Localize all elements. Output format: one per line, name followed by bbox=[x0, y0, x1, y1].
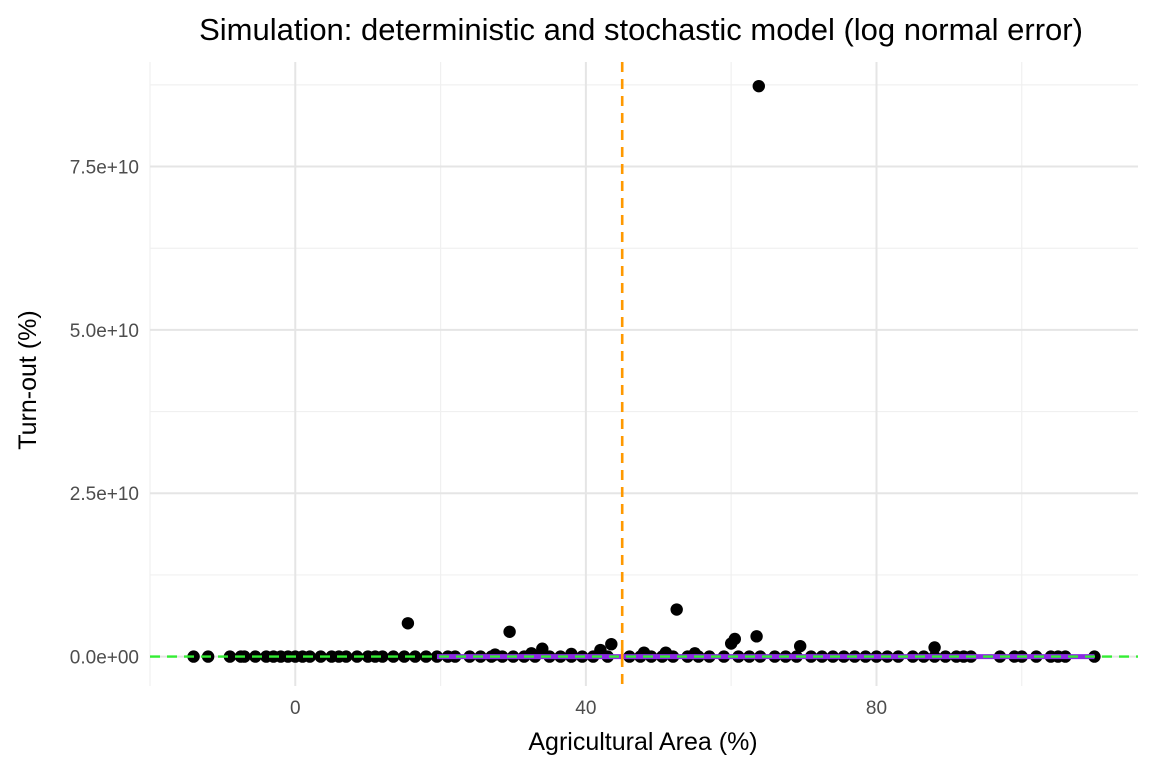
fitted-line-group bbox=[150, 648, 1138, 665]
x-tick-label: 80 bbox=[866, 698, 887, 719]
y-axis-title: Turn-out (%) bbox=[14, 310, 42, 449]
data-point bbox=[223, 650, 237, 663]
tick-labels: 0 40 80 0.0e+00 2.5e+10 5.0e+10 7.5e+10 bbox=[70, 158, 887, 719]
data-point bbox=[750, 630, 763, 643]
x-axis-title: Agricultural Area (%) bbox=[528, 728, 757, 756]
y-tick-label: 5.0e+10 bbox=[70, 321, 139, 342]
data-point bbox=[536, 642, 549, 655]
data-point bbox=[793, 639, 807, 653]
x-tick-label: 0 bbox=[290, 698, 301, 719]
y-tick-label: 0.0e+00 bbox=[70, 648, 139, 669]
chart-title: Simulation: deterministic and stochastic… bbox=[199, 12, 1083, 47]
data-point bbox=[728, 632, 742, 646]
data-point bbox=[605, 637, 618, 651]
data-point bbox=[398, 650, 411, 663]
x-tick-label: 40 bbox=[575, 698, 596, 719]
grid bbox=[149, 62, 1138, 686]
data-point bbox=[594, 643, 607, 657]
data-point bbox=[670, 603, 683, 616]
y-tick-label: 2.5e+10 bbox=[70, 484, 139, 505]
data-point bbox=[752, 79, 765, 93]
data-point bbox=[928, 641, 941, 654]
data-point bbox=[376, 650, 389, 663]
data-point bbox=[503, 625, 516, 638]
data-point bbox=[408, 650, 422, 663]
y-tick-label: 7.5e+10 bbox=[70, 158, 139, 179]
data-point bbox=[401, 617, 415, 630]
